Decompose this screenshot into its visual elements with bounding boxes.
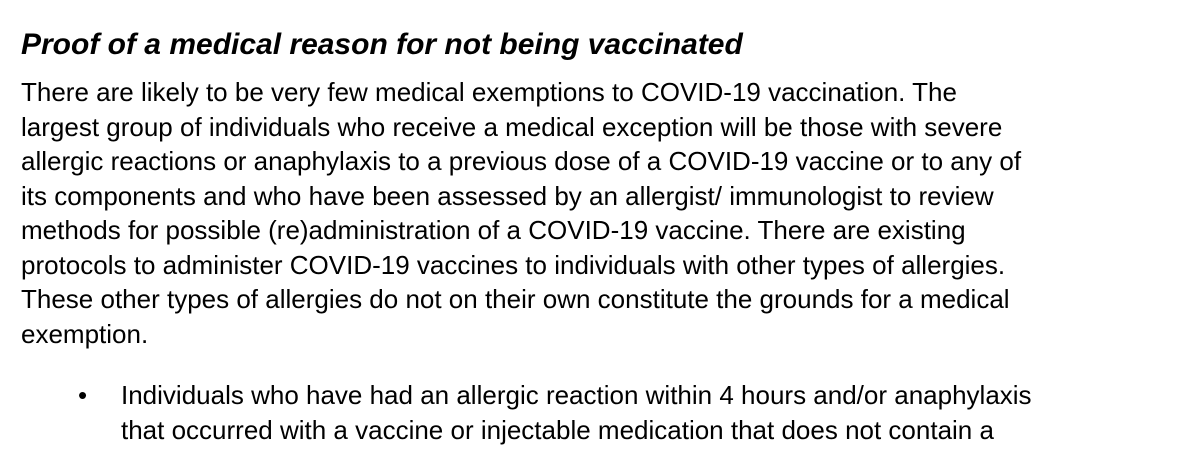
paragraph-line: exemption.	[21, 318, 149, 349]
bullet-marker: •	[78, 380, 88, 410]
bullet-list: • Individuals who have had an allergic r…	[21, 378, 1032, 447]
list-item: • Individuals who have had an allergic r…	[21, 378, 1032, 447]
paragraph-line: largest group of individuals who receive…	[21, 111, 1003, 142]
bullet-line: that occurred with a vaccine or injectab…	[121, 414, 994, 445]
section-heading: Proof of a medical reason for not being …	[21, 28, 743, 61]
paragraph-line: methods for possible (re)administration …	[21, 215, 966, 245]
paragraph-line: its components and who have been assesse…	[21, 180, 994, 211]
paragraph-line: These other types of allergies do not on…	[21, 284, 1010, 314]
bullet-line: Individuals who have had an allergic rea…	[121, 380, 1032, 410]
document-page: Proof of a medical reason for not being …	[21, 25, 1181, 445]
paragraph-line: protocols to administer COVID-19 vaccine…	[21, 249, 1006, 280]
body-paragraph: There are likely to be very few medical …	[21, 75, 1181, 351]
paragraph-line: allergic reactions or anaphylaxis to a p…	[21, 146, 1022, 176]
paragraph-line: There are likely to be very few medical …	[21, 77, 957, 107]
